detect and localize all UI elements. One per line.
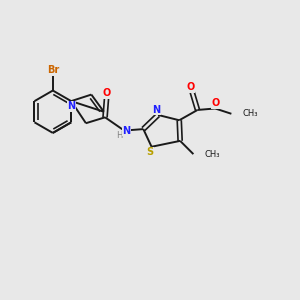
Text: O: O [211, 98, 219, 108]
Text: H: H [116, 131, 122, 140]
Text: N: N [122, 126, 130, 136]
Text: S: S [146, 147, 154, 157]
Text: CH₃: CH₃ [205, 150, 220, 159]
Text: N: N [67, 101, 75, 111]
Text: O: O [187, 82, 195, 92]
Text: O: O [102, 88, 111, 98]
Text: N: N [152, 105, 160, 115]
Text: Br: Br [47, 65, 59, 76]
Text: CH₃: CH₃ [243, 109, 258, 118]
